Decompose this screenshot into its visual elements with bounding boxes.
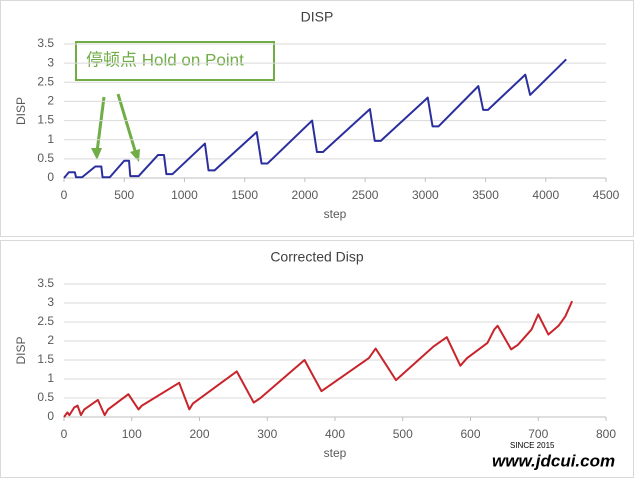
arrow-head <box>91 148 102 160</box>
x-tick-label: 800 <box>596 427 616 441</box>
x-tick-label: 0 <box>61 188 68 202</box>
series-line <box>63 58 567 179</box>
x-tick-label: 400 <box>325 427 345 441</box>
y-axis-label: DISP <box>14 336 28 364</box>
y-tick-label: 0.5 <box>37 390 54 404</box>
y-tick-label: 2 <box>47 333 54 347</box>
x-tick-label: 1000 <box>171 188 198 202</box>
x-tick-label: 500 <box>393 427 413 441</box>
y-tick-label: 2 <box>47 94 54 108</box>
y-tick-label: 3 <box>47 55 54 69</box>
annotation: 停顿点 Hold on Point <box>75 41 275 162</box>
y-tick-label: 3.5 <box>37 36 54 50</box>
y-tick-label: 1 <box>47 132 54 146</box>
y-tick-label: 0 <box>47 170 54 184</box>
x-tick-label: 2000 <box>292 188 319 202</box>
arrow <box>116 93 138 155</box>
x-tick-label: 3500 <box>472 188 499 202</box>
x-tick-label: 1500 <box>231 188 258 202</box>
annotation-text: 停顿点 Hold on Point <box>86 50 244 69</box>
y-tick-label: 1 <box>47 371 54 385</box>
x-tick-label: 4500 <box>593 188 620 202</box>
y-axis-label: DISP <box>14 97 28 125</box>
y-tick-label: 0.5 <box>37 151 54 165</box>
y-tick-label: 2.5 <box>37 74 54 88</box>
series-line <box>63 300 574 418</box>
y-tick-label: 3 <box>47 295 54 309</box>
annotation-box <box>75 41 275 81</box>
arrow-head <box>130 149 140 162</box>
x-tick-label: 200 <box>189 427 209 441</box>
x-tick-label: 100 <box>122 427 142 441</box>
y-tick-label: 0 <box>47 409 54 423</box>
x-axis-label: step <box>324 207 347 221</box>
x-tick-label: 4000 <box>532 188 559 202</box>
chart-title: Corrected Disp <box>270 249 364 265</box>
watermark-since: SINCE 2015 <box>510 441 555 450</box>
x-tick-label: 500 <box>114 188 134 202</box>
x-tick-label: 2500 <box>352 188 379 202</box>
x-tick-label: 300 <box>257 427 277 441</box>
x-tick-label: 700 <box>528 427 548 441</box>
x-tick-label: 600 <box>460 427 480 441</box>
x-axis-label: step <box>324 446 347 460</box>
watermark-url: www.jdcui.com <box>492 451 615 470</box>
y-tick-label: 2.5 <box>37 314 54 328</box>
y-tick-label: 1.5 <box>37 352 54 366</box>
y-tick-label: 1.5 <box>37 113 54 127</box>
y-tick-label: 3.5 <box>37 276 54 290</box>
x-tick-label: 0 <box>61 427 68 441</box>
chart-title: DISP <box>301 9 334 25</box>
x-tick-label: 3000 <box>412 188 439 202</box>
arrow <box>95 96 106 153</box>
